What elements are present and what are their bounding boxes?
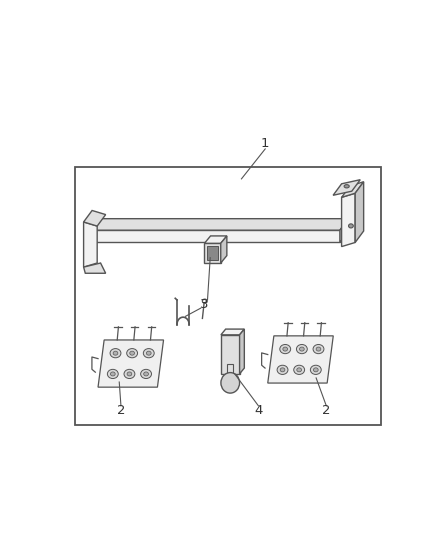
Polygon shape — [355, 182, 364, 243]
Polygon shape — [84, 263, 106, 273]
Polygon shape — [221, 236, 227, 263]
Polygon shape — [221, 335, 240, 374]
Polygon shape — [240, 329, 244, 374]
Ellipse shape — [130, 351, 134, 355]
Ellipse shape — [113, 351, 118, 355]
Ellipse shape — [144, 372, 148, 376]
Text: 2: 2 — [322, 404, 331, 417]
Polygon shape — [84, 222, 97, 267]
Ellipse shape — [294, 365, 304, 375]
Polygon shape — [88, 219, 348, 230]
Ellipse shape — [349, 224, 353, 228]
Ellipse shape — [124, 369, 135, 378]
Polygon shape — [88, 230, 340, 243]
Ellipse shape — [221, 373, 240, 393]
Ellipse shape — [300, 347, 304, 351]
Polygon shape — [268, 336, 333, 383]
Polygon shape — [207, 246, 219, 260]
Polygon shape — [342, 193, 355, 247]
Ellipse shape — [110, 349, 121, 358]
Ellipse shape — [280, 344, 291, 354]
Ellipse shape — [110, 372, 115, 376]
Ellipse shape — [127, 349, 138, 358]
Ellipse shape — [280, 368, 285, 372]
Ellipse shape — [314, 368, 318, 372]
Ellipse shape — [283, 347, 288, 351]
Polygon shape — [333, 180, 360, 195]
Ellipse shape — [277, 365, 288, 375]
Polygon shape — [221, 329, 244, 335]
Polygon shape — [342, 182, 364, 197]
Polygon shape — [205, 243, 221, 263]
Text: 2: 2 — [117, 404, 125, 417]
Text: 4: 4 — [254, 404, 263, 417]
Ellipse shape — [146, 351, 151, 355]
Ellipse shape — [313, 344, 324, 354]
Ellipse shape — [143, 349, 154, 358]
Ellipse shape — [127, 372, 132, 376]
Ellipse shape — [297, 344, 307, 354]
Bar — [227, 365, 233, 375]
Polygon shape — [84, 211, 106, 226]
Ellipse shape — [141, 369, 152, 378]
Ellipse shape — [107, 369, 118, 378]
Ellipse shape — [344, 184, 349, 188]
Polygon shape — [340, 219, 348, 243]
Polygon shape — [205, 236, 227, 243]
Text: 3: 3 — [200, 297, 208, 311]
Bar — [75, 166, 381, 425]
Ellipse shape — [311, 365, 321, 375]
Ellipse shape — [316, 347, 321, 351]
Text: 1: 1 — [261, 138, 269, 150]
Polygon shape — [98, 340, 163, 387]
Ellipse shape — [297, 368, 301, 372]
